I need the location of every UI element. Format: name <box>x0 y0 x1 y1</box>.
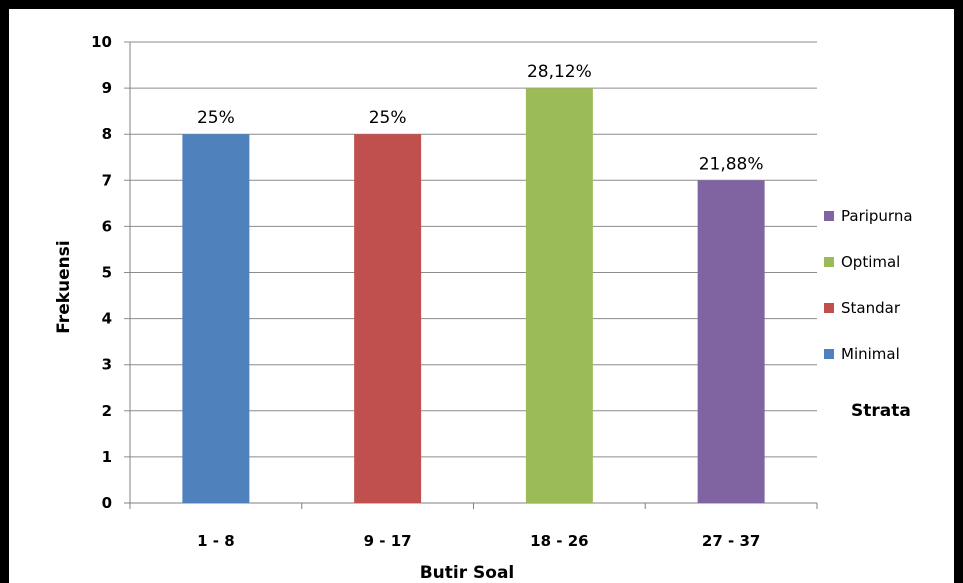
legend-swatch <box>824 349 834 359</box>
y-tick-label: 3 <box>102 356 112 374</box>
legend-swatch <box>824 211 834 221</box>
x-axis <box>129 503 818 509</box>
data-label: 25% <box>197 108 235 128</box>
legend-swatch <box>824 257 834 267</box>
x-tick-label: 9 - 17 <box>364 532 412 550</box>
x-tick-label: 1 - 8 <box>197 532 235 550</box>
legend: Paripurna Optimal Standar Minimal <box>824 207 913 363</box>
legend-title: Strata <box>851 401 911 421</box>
bar <box>525 88 593 503</box>
legend-item-label: Paripurna <box>841 207 913 225</box>
y-tick-label: 10 <box>91 33 112 51</box>
data-label: 28,12% <box>527 62 592 82</box>
bar <box>354 134 422 503</box>
legend-item-label: Optimal <box>841 253 900 271</box>
y-tick-label: 2 <box>102 402 112 420</box>
x-tick-label: 27 - 37 <box>702 532 760 550</box>
chart-frame: 0 1 2 3 4 5 6 7 8 9 10 25% 25% 28,12% 21,88% 1 - 8 9 -… <box>9 9 954 583</box>
y-axis-ticks: 0 1 2 3 4 5 6 7 8 9 10 <box>91 33 112 512</box>
legend-item-label: Standar <box>841 299 901 317</box>
y-tick-label: 5 <box>102 264 112 282</box>
data-labels: 25% 25% 28,12% 21,88% <box>197 62 764 174</box>
bar-chart: 0 1 2 3 4 5 6 7 8 9 10 25% 25% 28,12% 21,88% 1 - 8 9 -… <box>54 33 913 583</box>
y-tick-label: 9 <box>102 79 112 97</box>
bar <box>697 180 765 504</box>
y-axis-label: Frekuensi <box>54 240 74 333</box>
legend-item-label: Minimal <box>841 345 900 363</box>
y-tick-label: 1 <box>102 448 112 466</box>
bars <box>182 88 765 504</box>
data-label: 25% <box>369 108 407 128</box>
data-label: 21,88% <box>699 154 764 174</box>
bar <box>182 134 250 503</box>
x-tick-label: 18 - 26 <box>530 532 588 550</box>
y-tick-label: 6 <box>102 217 112 235</box>
y-tick-label: 8 <box>102 125 112 143</box>
y-tick-label: 7 <box>102 171 112 189</box>
x-axis-label: Butir Soal <box>420 563 515 583</box>
y-tick-label: 4 <box>102 310 112 328</box>
x-axis-tick-labels: 1 - 8 9 - 17 18 - 26 27 - 37 <box>197 532 760 550</box>
legend-swatch <box>824 303 834 313</box>
y-tick-label: 0 <box>102 494 112 512</box>
